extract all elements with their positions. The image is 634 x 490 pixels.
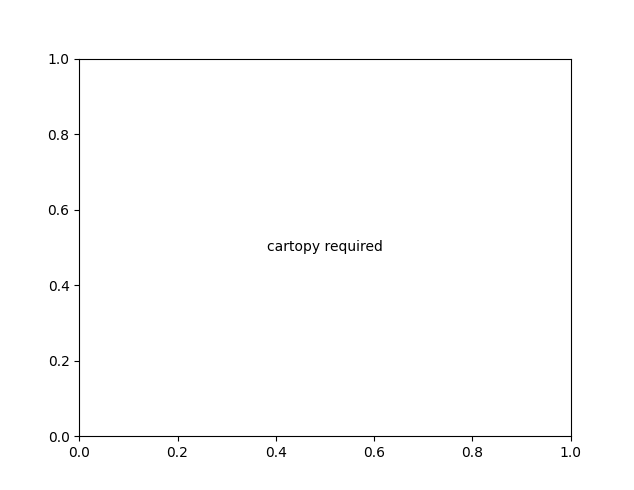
Text: cartopy required: cartopy required — [267, 241, 383, 254]
